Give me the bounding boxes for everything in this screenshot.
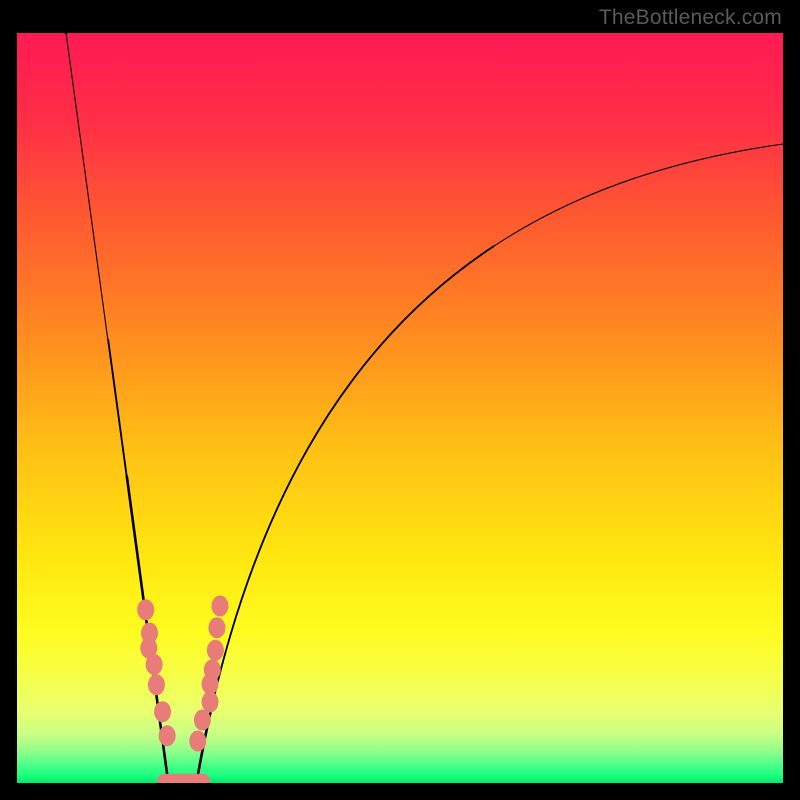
- watermark-text: TheBottleneck.com: [599, 6, 782, 30]
- curve-marker: [159, 725, 176, 746]
- curve-marker: [202, 674, 219, 695]
- curve-marker: [194, 710, 211, 731]
- curve-marker: [154, 701, 171, 722]
- plot-background: [17, 33, 783, 783]
- curve-marker: [137, 599, 154, 620]
- curve-marker: [208, 617, 225, 638]
- chart-frame: TheBottleneck.com: [0, 0, 800, 800]
- curve-marker: [189, 731, 206, 752]
- curve-marker: [148, 674, 165, 695]
- curve-marker: [207, 640, 224, 661]
- chart-svg: [0, 0, 800, 800]
- curve-marker: [211, 596, 228, 617]
- curve-marker: [202, 692, 219, 713]
- curve-marker: [146, 654, 163, 675]
